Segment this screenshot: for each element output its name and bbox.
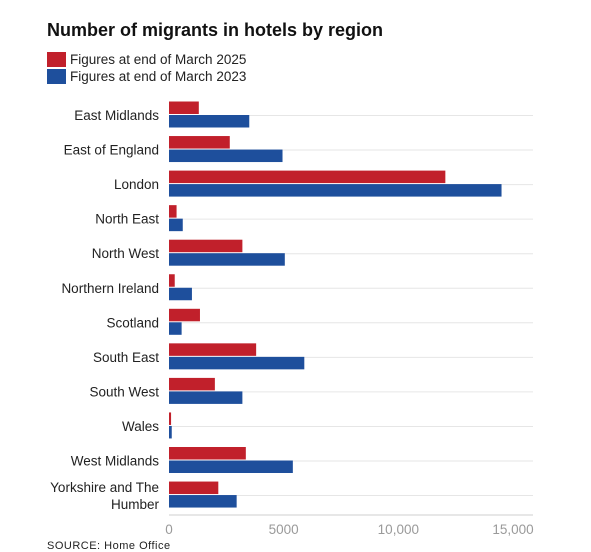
category-label: London: [114, 177, 159, 192]
bar-2025: [169, 136, 230, 149]
chart-title: Number of migrants in hotels by region: [47, 20, 384, 40]
bar-2025: [169, 481, 219, 495]
bar-2023: [169, 391, 243, 404]
bar-2025: [169, 205, 177, 218]
bar-2023: [169, 356, 305, 370]
bar-2025: [169, 308, 200, 322]
category-label: Wales: [122, 419, 159, 434]
category-label: Yorkshire and The: [50, 480, 159, 495]
bar-2023: [169, 287, 192, 301]
legend-label-2023: Figures at end of March 2023: [70, 69, 247, 84]
legend-item-2025: Figures at end of March 2025: [47, 51, 246, 68]
category-label: Humber: [111, 497, 160, 512]
x-tick-label: 5000: [269, 522, 299, 537]
bar-2025: [169, 377, 215, 391]
bar-2023: [169, 149, 283, 163]
legend-item-2023: Figures at end of March 2023: [47, 68, 246, 85]
category-label: North West: [92, 246, 160, 261]
bar-2025: [169, 343, 257, 356]
bar-2025: [169, 412, 172, 425]
category-label: East Midlands: [74, 108, 159, 123]
legend-label-2025: Figures at end of March 2025: [70, 52, 247, 67]
category-label: East of England: [64, 143, 159, 158]
bar-2023: [169, 460, 293, 473]
legend: Figures at end of March 2025 Figures at …: [47, 51, 246, 85]
bar-2025: [169, 447, 246, 460]
bar-2023: [169, 184, 502, 197]
bar-2023: [169, 322, 182, 335]
bar-2023: [169, 115, 250, 128]
category-label: South West: [89, 384, 159, 399]
x-tick-label: 10,000: [378, 522, 419, 537]
x-tick-label: 0: [165, 522, 173, 537]
legend-swatch-2025: [47, 52, 66, 67]
category-label: South East: [93, 350, 159, 365]
bar-2025: [169, 170, 446, 184]
bar-2023: [169, 495, 237, 508]
bar-2023: [169, 425, 172, 439]
bar-2025: [169, 101, 199, 114]
legend-swatch-2023: [47, 69, 66, 84]
bar-2025: [169, 274, 175, 287]
category-label: North East: [95, 212, 159, 227]
source-note: SOURCE: Home Office: [47, 540, 171, 552]
bar-2023: [169, 253, 285, 266]
category-label: Northern Ireland: [61, 281, 159, 296]
x-tick-label: 15,000: [492, 522, 533, 537]
bar-2025: [169, 239, 243, 253]
bar-2023: [169, 218, 183, 232]
category-label: West Midlands: [71, 454, 160, 469]
category-label: Scotland: [106, 315, 159, 330]
